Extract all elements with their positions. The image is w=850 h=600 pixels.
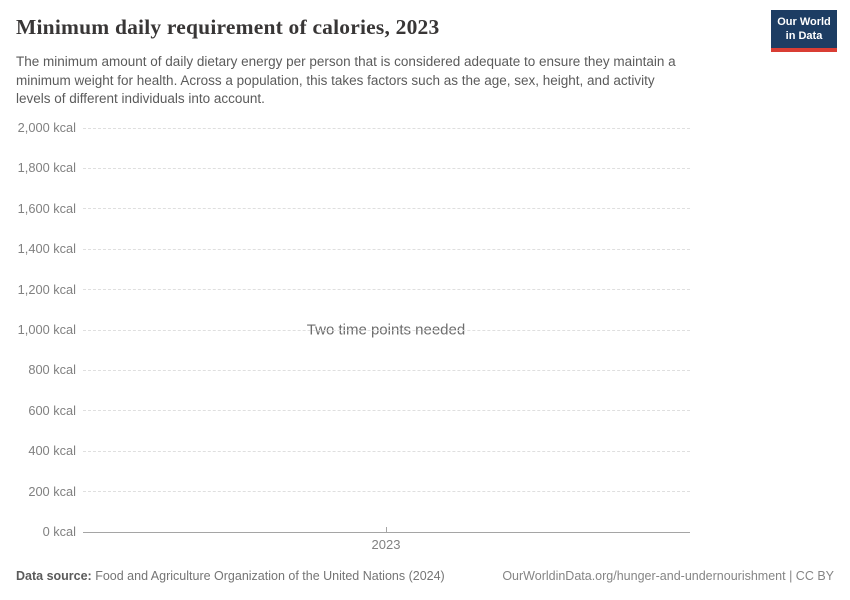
subtitle-line: minimum weight for health. Across a popu… [16,72,655,88]
data-source-label: Data source: [16,569,92,583]
y-axis-tick-label: 1,800 kcal [17,160,76,176]
x-axis-line [83,531,690,533]
x-axis-tick-label: 2023 [371,537,401,552]
data-source-note: Data source: Food and Agriculture Organi… [16,569,445,583]
y-axis-tick-label: 2,000 kcal [17,120,76,135]
gridline [83,208,690,210]
gridline [83,450,690,452]
gridline [83,127,690,129]
y-axis-tick-label: 200 kcal [28,483,76,499]
gridline [83,329,690,331]
y-axis-tick-label: 400 kcal [28,443,76,459]
gridline [83,410,690,412]
data-source-value: Food and Agriculture Organization of the… [91,569,445,583]
y-axis-tick-label: 1,600 kcal [17,200,76,216]
footer-citation: OurWorldinData.org/hunger-and-undernouri… [502,569,834,583]
gridline [83,248,690,250]
y-axis-tick-label: 0 kcal [42,524,76,539]
gridline [83,289,690,291]
gridline [83,167,690,169]
gridline [83,491,690,493]
y-axis-tick-label: 600 kcal [28,402,76,418]
chart-footer: Data source: Food and Agriculture Organi… [16,569,834,583]
license-text: | CC BY [785,569,834,583]
owid-logo[interactable]: Our World in Data [771,10,837,52]
gridline [83,369,690,371]
owid-logo-line2: in Data [785,29,823,42]
y-axis-tick-label: 1,000 kcal [17,322,76,337]
owid-url-link[interactable]: OurWorldinData.org/hunger-and-undernouri… [502,569,786,583]
y-axis-tick-label: 800 kcal [28,362,76,378]
owid-logo-line1: Our World [777,16,831,28]
page-subtitle: The minimum amount of daily dietary ener… [16,53,756,109]
y-axis-tick-label: 1,400 kcal [17,241,76,257]
y-axis-tick-label: 1,200 kcal [17,281,76,297]
subtitle-line: levels of different individuals into acc… [16,91,265,106]
x-axis-tick-mark [386,527,387,532]
page-title: Minimum daily requirement of calories, 2… [16,15,440,39]
subtitle-line: The minimum amount of daily dietary ener… [16,54,676,69]
